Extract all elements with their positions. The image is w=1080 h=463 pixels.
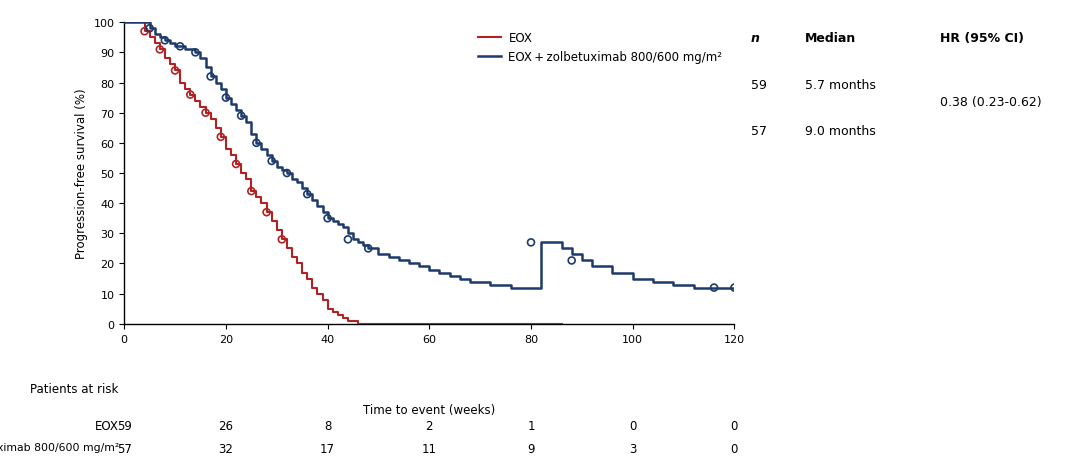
- Y-axis label: Progression-free survival (%): Progression-free survival (%): [75, 88, 87, 259]
- Point: [187, 50, 204, 57]
- Point: [166, 68, 184, 75]
- Point: [151, 47, 168, 54]
- Text: 9.0 months: 9.0 months: [805, 125, 876, 138]
- Point: [273, 236, 291, 244]
- Text: 59: 59: [751, 79, 767, 92]
- Point: [264, 158, 281, 165]
- Point: [258, 209, 275, 216]
- Point: [360, 245, 377, 253]
- Point: [339, 236, 356, 244]
- Point: [243, 188, 260, 195]
- Text: Time to event (weeks): Time to event (weeks): [363, 403, 496, 416]
- Point: [181, 92, 199, 99]
- Text: 32: 32: [218, 442, 233, 455]
- Text: 17: 17: [320, 442, 335, 455]
- Point: [247, 140, 265, 147]
- Point: [197, 110, 214, 117]
- Text: 1: 1: [527, 419, 535, 432]
- Point: [563, 257, 580, 265]
- Text: 57: 57: [117, 442, 132, 455]
- Point: [228, 161, 245, 169]
- Point: [298, 191, 315, 199]
- Point: [141, 25, 159, 33]
- Text: Median: Median: [805, 32, 855, 45]
- Point: [726, 284, 743, 292]
- Point: [217, 95, 234, 102]
- Point: [232, 113, 249, 120]
- Text: 0: 0: [731, 419, 738, 432]
- Point: [705, 284, 723, 292]
- Text: HR (95% CI): HR (95% CI): [940, 32, 1024, 45]
- Point: [202, 74, 219, 81]
- Text: Patients at risk: Patients at risk: [30, 382, 119, 395]
- Text: 0.38 (0.23-0.62): 0.38 (0.23-0.62): [940, 95, 1041, 108]
- Point: [279, 170, 296, 177]
- Point: [157, 38, 174, 45]
- Text: 11: 11: [422, 442, 436, 455]
- Text: EOX: EOX: [95, 419, 119, 432]
- Text: 0: 0: [731, 442, 738, 455]
- Point: [212, 134, 229, 141]
- Text: EOX + zolbetuximab 800/600 mg/m²: EOX + zolbetuximab 800/600 mg/m²: [0, 442, 119, 452]
- Point: [319, 215, 336, 223]
- Legend: EOX, EOX + zolbetuximab 800/600 mg/m²: EOX, EOX + zolbetuximab 800/600 mg/m²: [477, 32, 723, 64]
- Text: 0: 0: [629, 419, 636, 432]
- Point: [172, 44, 189, 51]
- Point: [523, 239, 540, 246]
- Text: 57: 57: [751, 125, 767, 138]
- Text: 59: 59: [117, 419, 132, 432]
- Text: 9: 9: [527, 442, 535, 455]
- Text: 8: 8: [324, 419, 332, 432]
- Text: 3: 3: [629, 442, 636, 455]
- Text: 2: 2: [426, 419, 433, 432]
- Text: n: n: [751, 32, 759, 45]
- Point: [136, 29, 153, 36]
- Text: 5.7 months: 5.7 months: [805, 79, 876, 92]
- Text: 26: 26: [218, 419, 233, 432]
